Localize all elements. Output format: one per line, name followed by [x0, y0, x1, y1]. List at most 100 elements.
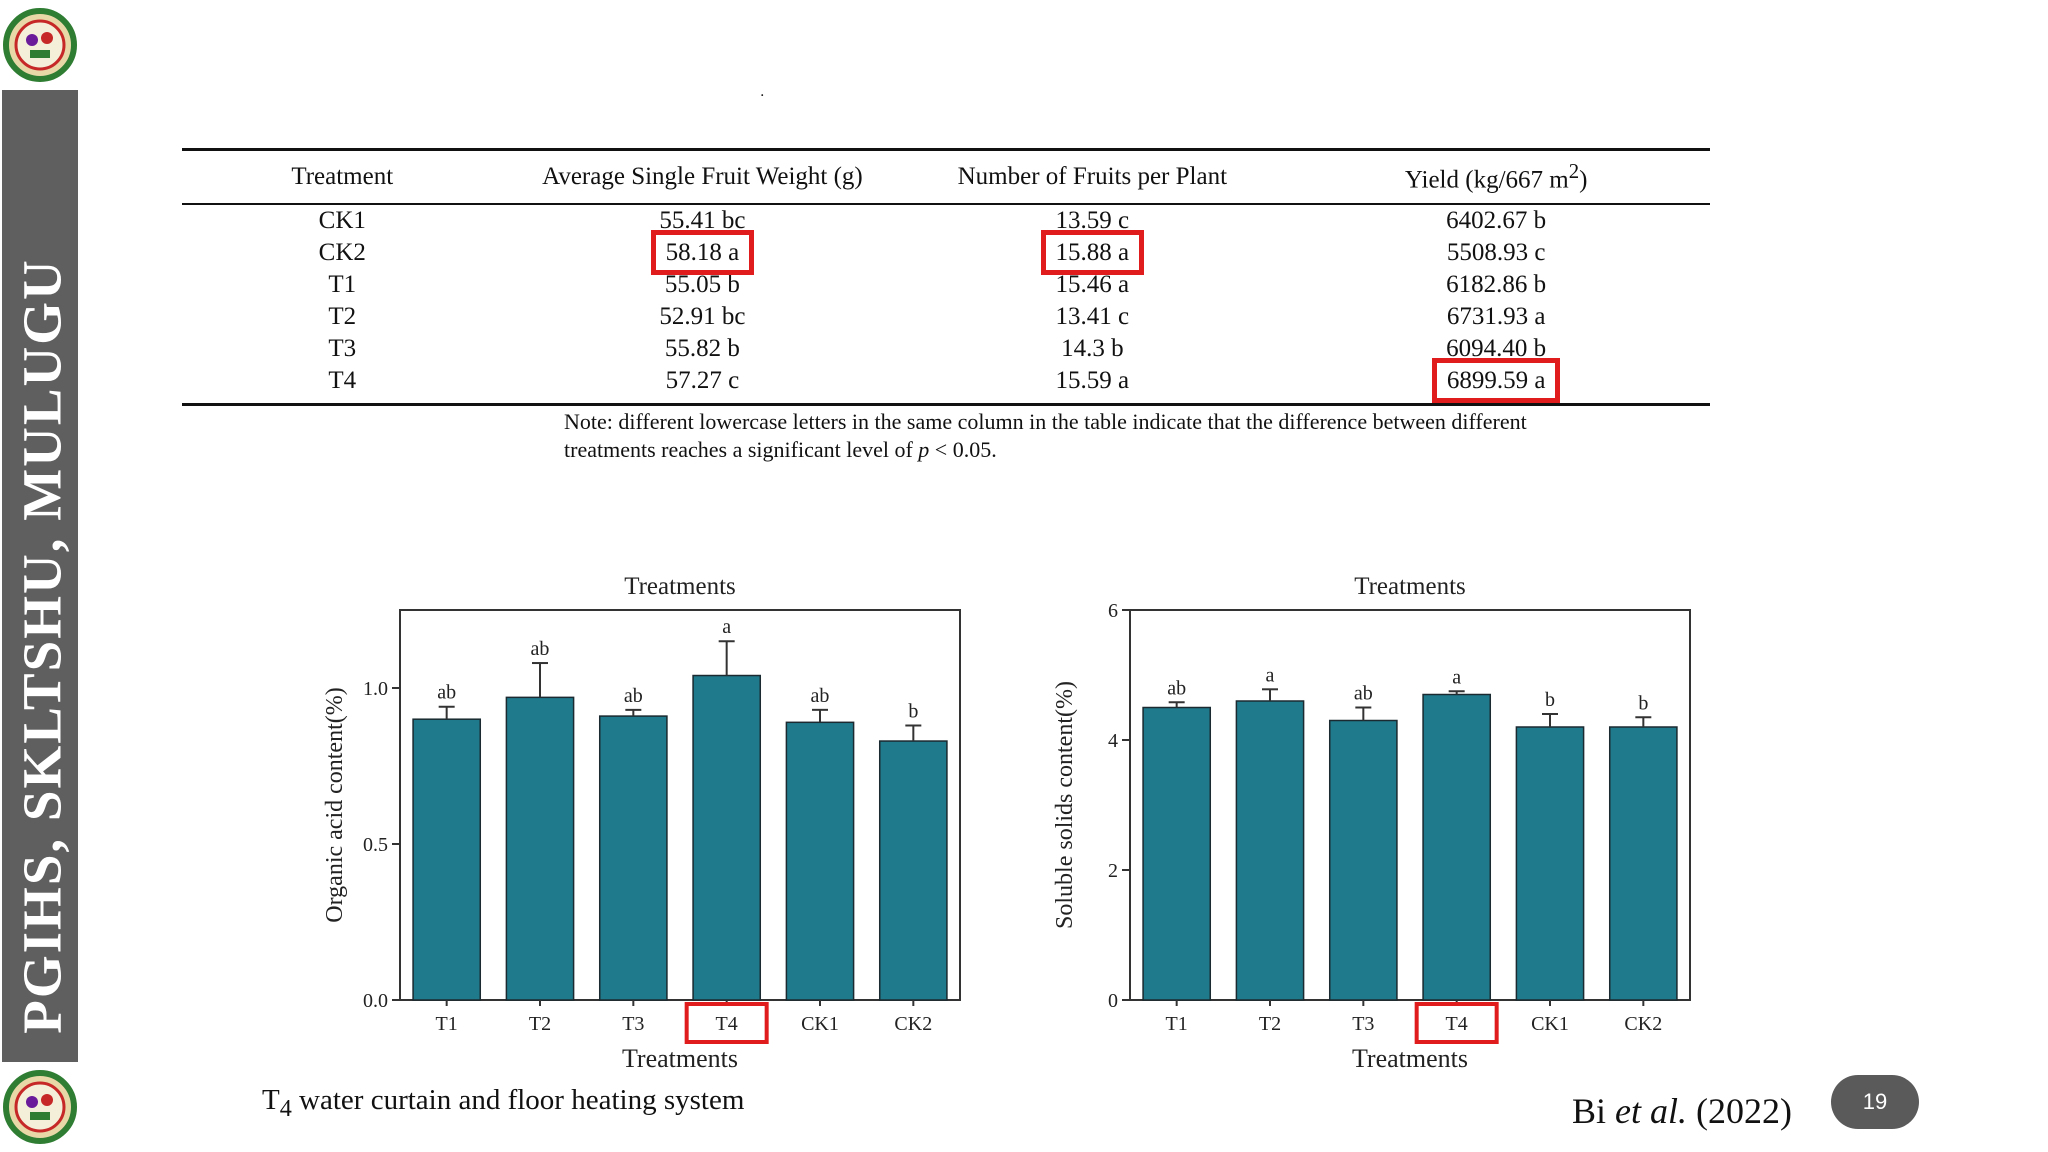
- cell: 13.59 c: [1055, 207, 1130, 234]
- x-tick-label: T1: [1166, 1013, 1188, 1035]
- table-row: T4 57.27 c 15.59 a 6899.59 a: [182, 358, 1710, 405]
- x-tick-label: CK1: [801, 1013, 839, 1035]
- university-logo-bottom: [2, 1062, 78, 1152]
- significance-label: ab: [531, 638, 550, 660]
- bar-t3: [598, 715, 668, 1001]
- cell: 15.59 a: [1055, 367, 1130, 394]
- x-tick-label: CK1: [1531, 1013, 1569, 1035]
- chart-title: Treatments: [1354, 573, 1466, 600]
- sidebar-title: PGIHS, SKLTSHU, MULUGU: [11, 258, 73, 1034]
- cell: 6402.67 b: [1446, 207, 1547, 234]
- organic-acid-chart: Treatments 0.0 0.5 1.0 Organic acid content(…: [322, 573, 961, 1073]
- cell: 6182.86 b: [1446, 271, 1547, 298]
- y-axis-label: Organic acid content(%): [322, 687, 348, 922]
- table-header-row: Treatment Average Single Fruit Weight (g…: [182, 149, 1710, 204]
- significance-label: ab: [1354, 683, 1373, 705]
- highlighted-value: 58.18 a: [650, 230, 755, 275]
- header-yield: Yield (kg/667 m2): [1404, 159, 1588, 194]
- cell: 52.91 bc: [659, 303, 746, 330]
- cell: CK2: [318, 239, 366, 266]
- bar-t1: [412, 718, 482, 1001]
- bar-t2: [505, 696, 575, 1001]
- x-tick-label: T3: [1352, 1013, 1374, 1035]
- significance-label: ab: [1167, 677, 1186, 699]
- soluble-solids-chart: Treatments 0 2 4 6 Soluble solids content(%) a…: [1052, 573, 1691, 1073]
- table-row: T1 55.05 b 15.46 a 6182.86 b: [182, 269, 1710, 301]
- cell: 55.05 b: [664, 271, 740, 298]
- university-logo-top: [2, 0, 78, 90]
- cell: 15.88 a: [902, 230, 1282, 275]
- results-table: Treatment Average Single Fruit Weight (g…: [182, 148, 1710, 406]
- cell: 14.3 b: [1061, 335, 1124, 362]
- y-tick-label: 2: [1108, 860, 1118, 882]
- header-fruits-per-plant: Number of Fruits per Plant: [957, 163, 1228, 190]
- citation: Bi et al. (2022): [1572, 1091, 1792, 1131]
- table-row: T3 55.82 b 14.3 b 6094.40 b: [182, 333, 1710, 365]
- significance-label: a: [722, 616, 731, 638]
- stray-dot: .: [760, 84, 765, 100]
- chart-title: Treatments: [624, 573, 736, 600]
- sidebar: PGIHS, SKLTSHU, MULUGU: [2, 0, 78, 1152]
- y-tick-label: 4: [1108, 730, 1118, 752]
- plot-frame: [1129, 609, 1691, 1001]
- bar-t4: [692, 674, 762, 1001]
- x-tick-label: T4: [716, 1013, 738, 1035]
- bar-t4: [1422, 693, 1492, 1001]
- significance-label: b: [1638, 692, 1648, 714]
- x-tick-label: T2: [529, 1013, 551, 1035]
- cell: 57.27 c: [665, 367, 740, 394]
- highlight-box: [684, 1002, 769, 1044]
- note-line-2: treatments reaches a significant level o…: [564, 437, 997, 462]
- x-tick-label: T3: [622, 1013, 644, 1035]
- cell: T2: [328, 303, 357, 330]
- cell: T3: [328, 335, 357, 362]
- bar-ck2: [878, 740, 948, 1001]
- cell: 13.41 c: [1055, 303, 1130, 330]
- header-treatment: Treatment: [291, 163, 394, 190]
- table-note: Note: different lowercase letters in the…: [564, 408, 1714, 464]
- cell: 6899.59 a: [1282, 358, 1710, 405]
- bar-ck2: [1608, 726, 1678, 1001]
- significance-label: b: [1545, 689, 1555, 711]
- bar-t1: [1142, 706, 1212, 1001]
- y-tick-label: 1.0: [363, 678, 388, 700]
- cell: 15.46 a: [1055, 271, 1130, 298]
- y-tick-label: 0.5: [363, 834, 388, 856]
- x-axis-label: Treatments: [622, 1044, 738, 1073]
- y-axis-label: Soluble solids content(%): [1052, 681, 1078, 929]
- bar-t2: [1235, 700, 1305, 1001]
- cell: 6731.93 a: [1446, 303, 1546, 330]
- highlight-box: [1414, 1002, 1499, 1044]
- highlighted-value: 15.88 a: [1040, 230, 1145, 275]
- caption: T4 water curtain and floor heating syste…: [262, 1084, 745, 1122]
- bar-ck1: [785, 721, 855, 1001]
- cell: 6094.40 b: [1446, 335, 1547, 362]
- x-tick-label: T4: [1446, 1013, 1468, 1035]
- table-row: CK1 55.41 bc 13.59 c 6402.67 b: [182, 204, 1710, 237]
- significance-label: a: [1266, 664, 1275, 686]
- bar-t3: [1328, 719, 1398, 1001]
- x-tick-label: CK2: [1624, 1013, 1662, 1035]
- cell: 5508.93 c: [1446, 239, 1546, 266]
- x-axis-label: Treatments: [1352, 1044, 1468, 1073]
- cell: 55.41 bc: [659, 207, 746, 234]
- y-tick-label: 0: [1108, 990, 1118, 1012]
- header-fruit-weight: Average Single Fruit Weight (g): [542, 163, 863, 190]
- cell: T1: [328, 271, 357, 298]
- significance-label: b: [908, 700, 918, 722]
- cell: 55.82 b: [664, 335, 740, 362]
- x-tick-label: CK2: [894, 1013, 932, 1035]
- significance-label: ab: [437, 682, 456, 704]
- x-tick-label: T2: [1259, 1013, 1281, 1035]
- cell: 58.18 a: [503, 230, 903, 275]
- table-row: CK2 58.18 a 15.88 a 5508.93 c: [182, 230, 1710, 275]
- x-tick-label: T1: [436, 1013, 458, 1035]
- plot-frame: [399, 609, 961, 1001]
- y-tick-label: 0.0: [363, 990, 388, 1012]
- significance-label: a: [1452, 666, 1461, 688]
- highlighted-value: 6899.59 a: [1431, 358, 1561, 403]
- significance-label: ab: [811, 685, 830, 707]
- note-line-1: Note: different lowercase letters in the…: [564, 409, 1527, 434]
- cell: T4: [328, 367, 357, 394]
- bar-ck1: [1515, 726, 1585, 1001]
